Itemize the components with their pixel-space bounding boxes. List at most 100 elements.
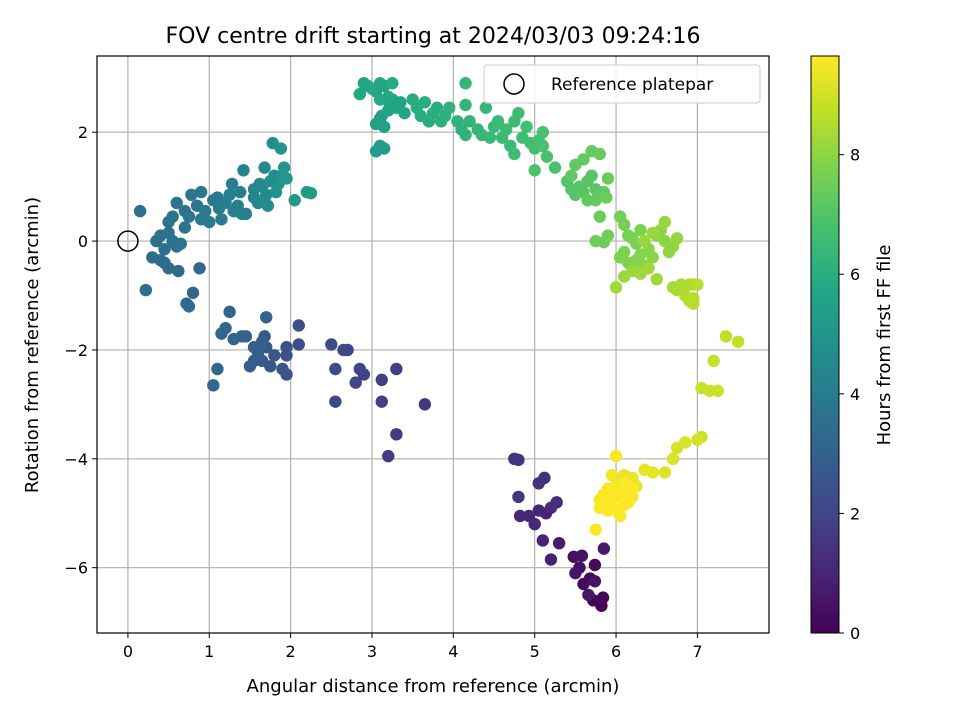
colorbar-tick-label: 6: [850, 265, 860, 284]
data-point: [483, 131, 497, 144]
data-point: [199, 204, 212, 218]
x-tick-label: 4: [448, 642, 458, 661]
data-point: [609, 449, 623, 463]
x-tick-label: 3: [367, 642, 377, 661]
data-point: [605, 468, 619, 482]
data-point: [601, 172, 615, 185]
data-point: [582, 588, 595, 602]
colorbar-tick-label: 4: [850, 385, 860, 404]
data-point: [194, 185, 208, 199]
data-point: [646, 226, 659, 240]
data-point: [597, 542, 611, 555]
colorbar-label: Hours from first FF file: [874, 245, 895, 446]
reference-marker: [117, 230, 139, 252]
data-point: [459, 98, 472, 112]
data-point: [451, 115, 464, 128]
data-point: [133, 204, 147, 218]
data-point: [172, 264, 185, 278]
data-point: [596, 591, 610, 604]
data-point: [605, 482, 619, 495]
data-point: [166, 210, 179, 223]
data-point: [211, 362, 224, 376]
data-point: [550, 496, 563, 509]
reference-platepar-point: [117, 230, 139, 252]
data-point: [139, 283, 153, 297]
data-point: [443, 101, 456, 114]
data-point: [337, 343, 350, 357]
data-point: [520, 120, 533, 133]
data-point: [158, 243, 171, 256]
data-point: [386, 77, 399, 90]
y-tick-label: −6: [64, 559, 88, 578]
x-tick-label: 7: [692, 642, 702, 661]
data-point: [223, 305, 236, 319]
data-point: [193, 262, 206, 275]
data-point: [479, 101, 493, 114]
data-point: [260, 188, 273, 202]
data-point: [382, 90, 395, 104]
data-point: [304, 186, 318, 200]
x-axis-label: Angular distance from reference (arcmin): [247, 676, 620, 697]
data-point: [512, 490, 525, 504]
data-point: [617, 218, 631, 231]
data-point: [601, 229, 615, 242]
legend-marker: [503, 73, 525, 95]
data-point: [418, 398, 432, 411]
data-point: [390, 428, 403, 441]
y-axis-label: Rotation from reference (arcmin): [22, 197, 43, 493]
data-point: [532, 477, 545, 490]
data-point: [223, 188, 236, 202]
colorbar-gradient: [810, 55, 840, 634]
data-point: [658, 466, 672, 479]
grid: [97, 56, 769, 633]
data-point: [463, 115, 476, 128]
data-point: [288, 194, 301, 207]
data-point: [233, 185, 247, 199]
data-point: [182, 210, 196, 223]
data-point: [215, 327, 228, 340]
data-point: [349, 376, 362, 389]
data-point: [353, 87, 366, 101]
data-point: [508, 147, 521, 161]
data-point: [292, 338, 305, 351]
data-point: [536, 534, 550, 547]
data-point: [670, 232, 684, 245]
data-point: [575, 549, 589, 562]
data-point: [261, 199, 275, 212]
data-point: [638, 463, 651, 476]
colorbar-ticks: 0 2 4 6 8: [839, 146, 860, 643]
data-point: [565, 169, 578, 182]
data-point: [670, 441, 684, 455]
data-point: [353, 362, 366, 376]
data-point: [280, 172, 293, 185]
data-point: [227, 332, 240, 346]
data-point: [382, 449, 395, 463]
data-point: [707, 354, 720, 368]
data-point: [430, 101, 444, 114]
data-point: [532, 504, 545, 517]
x-tick-label: 5: [530, 642, 540, 661]
data-point: [274, 142, 288, 155]
data-point: [691, 433, 704, 446]
data-point: [528, 164, 541, 177]
data-point: [215, 213, 228, 226]
x-tick-label: 1: [204, 642, 214, 661]
data-point: [375, 373, 388, 387]
data-point: [276, 362, 289, 376]
data-point: [593, 501, 606, 515]
data-point: [585, 169, 598, 182]
x-tick-label: 0: [123, 642, 133, 661]
chart-title: FOV centre drift starting at 2024/03/03 …: [166, 24, 701, 49]
colorbar: 0 2 4 6 8 Hours from first FF file: [810, 55, 895, 643]
data-point: [277, 161, 291, 174]
data-point: [731, 335, 745, 348]
data-point: [548, 161, 562, 174]
plot-frame: [96, 55, 770, 634]
data-point: [239, 207, 253, 221]
data-point: [325, 338, 338, 351]
y-axis-ticks: −6 −4 −2 0 2: [64, 123, 97, 578]
legend-label: Reference platepar: [551, 75, 713, 95]
data-point: [491, 115, 505, 128]
colorbar-tick-label: 0: [850, 624, 860, 643]
